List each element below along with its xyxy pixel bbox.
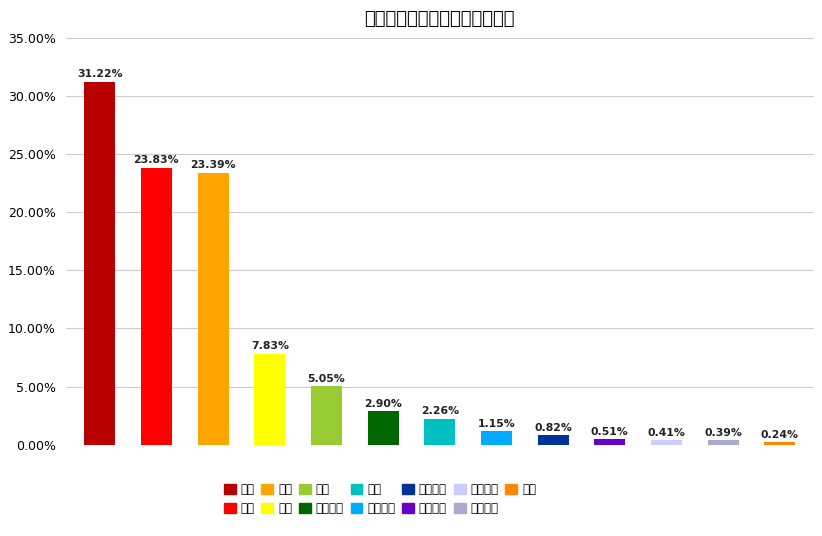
Text: 0.39%: 0.39% [704, 428, 742, 438]
Bar [594, 439, 626, 445]
Title: 大学生恋爱时最看重因素比例图: 大学生恋爱时最看重因素比例图 [364, 10, 515, 28]
Text: 5.05%: 5.05% [307, 374, 345, 384]
Bar [311, 386, 342, 445]
Bar [254, 354, 285, 445]
Bar [708, 441, 739, 445]
Text: 0.82%: 0.82% [534, 423, 572, 433]
Text: 0.41%: 0.41% [648, 428, 686, 438]
Text: 23.39%: 23.39% [190, 160, 236, 170]
Text: 1.15%: 1.15% [478, 419, 515, 429]
Text: 0.51%: 0.51% [591, 427, 629, 437]
Bar [424, 419, 455, 445]
Text: 0.24%: 0.24% [761, 430, 799, 440]
Bar [84, 81, 115, 445]
Bar [651, 440, 682, 445]
Bar [141, 168, 172, 445]
Bar [764, 442, 796, 445]
Bar [481, 431, 512, 445]
Bar [367, 411, 399, 445]
Legend: 缘分, 人品, 三观, 性格, 外貌, 未来潜力, 能力, 经济条件, 兴趣爱好, 生活习惯, 家庭背景, 健康状况, 学历: 缘分, 人品, 三观, 性格, 外貌, 未来潜力, 能力, 经济条件, 兴趣爱好… [224, 483, 536, 515]
Bar [197, 173, 229, 445]
Text: 23.83%: 23.83% [134, 155, 179, 165]
Text: 2.26%: 2.26% [421, 406, 459, 416]
Text: 2.90%: 2.90% [364, 399, 402, 409]
Bar [538, 435, 569, 445]
Text: 31.22%: 31.22% [77, 69, 122, 79]
Text: 7.83%: 7.83% [251, 341, 289, 352]
